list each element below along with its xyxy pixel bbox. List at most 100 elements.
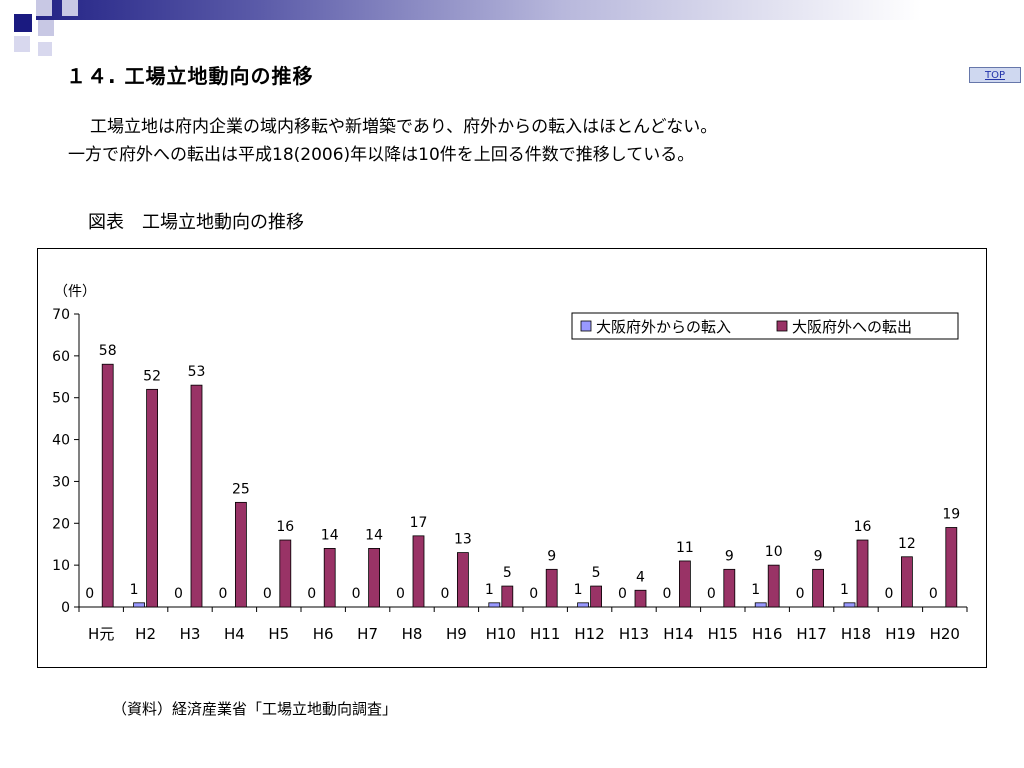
bar-outflow [545, 568, 558, 608]
bar-outflow [501, 585, 514, 608]
x-tick-label: H5 [268, 625, 289, 643]
bar-outflow [323, 548, 336, 608]
bar-outflow [279, 539, 292, 608]
x-tick-label: H11 [530, 625, 560, 643]
x-tick-label: H14 [663, 625, 693, 643]
data-label-outflow: 10 [765, 544, 783, 560]
x-tick-label: H8 [402, 625, 423, 643]
bar-outflow [634, 589, 647, 608]
bar-inflow [133, 602, 146, 608]
data-label-inflow: 0 [440, 586, 449, 602]
data-label-outflow: 58 [99, 343, 117, 359]
top-link-button[interactable]: TOP [969, 67, 1021, 83]
data-label-inflow: 0 [929, 586, 938, 602]
legend-box [571, 312, 959, 340]
data-label-inflow: 0 [796, 586, 805, 602]
bar-outflow [368, 548, 381, 608]
x-tick-label: H3 [180, 625, 201, 643]
x-tick-label: H7 [357, 625, 378, 643]
legend-label-inflow: 大阪府外からの転入 [596, 318, 731, 336]
bar-outflow [723, 568, 736, 608]
bar-outflow [679, 560, 691, 608]
data-label-outflow: 9 [814, 548, 823, 564]
data-label-outflow: 17 [410, 515, 428, 531]
x-tick-label: H10 [486, 625, 516, 643]
x-tick-label: H20 [930, 625, 960, 643]
data-label-outflow: 4 [636, 569, 645, 585]
y-tick-label: 20 [52, 516, 70, 532]
y-tick-label: 0 [61, 600, 70, 616]
data-label-outflow: 14 [365, 527, 383, 543]
data-label-inflow: 0 [85, 586, 94, 602]
data-label-inflow: 0 [396, 586, 405, 602]
page-title: １４. 工場立地動向の推移 [66, 64, 314, 88]
data-label-inflow: 0 [529, 586, 538, 602]
x-tick-label: H13 [619, 625, 649, 643]
data-label-outflow: 16 [854, 519, 872, 535]
deco-square [38, 20, 54, 36]
x-tick-label: H元 [88, 625, 114, 643]
data-label-outflow: 13 [454, 532, 472, 548]
x-tick-label: H6 [313, 625, 334, 643]
deco-square [14, 14, 32, 32]
data-label-outflow: 14 [321, 527, 339, 543]
deco-square [38, 42, 52, 56]
x-tick-label: H15 [708, 625, 738, 643]
data-label-outflow: 19 [942, 506, 960, 522]
y-tick-label: 30 [52, 474, 70, 490]
deco-square [14, 36, 30, 52]
source-note: （資料）経済産業省「工場立地動向調査」 [112, 700, 398, 718]
data-label-inflow: 0 [263, 586, 272, 602]
figure-title: 図表 工場立地動向の推移 [88, 212, 304, 233]
x-tick-label: H4 [224, 625, 245, 643]
deco-square [62, 0, 78, 16]
bar-outflow [767, 564, 780, 608]
bar-outflow [146, 388, 159, 608]
data-label-outflow: 52 [143, 368, 161, 384]
deco-square [36, 0, 52, 16]
data-label-outflow: 16 [276, 519, 294, 535]
data-label-inflow: 0 [884, 586, 893, 602]
data-label-inflow: 0 [218, 586, 227, 602]
bar-inflow [754, 602, 767, 608]
data-label-inflow: 0 [618, 586, 627, 602]
data-label-inflow: 0 [352, 586, 361, 602]
data-label-outflow: 9 [547, 548, 556, 564]
data-label-inflow: 0 [174, 586, 183, 602]
bar-outflow [812, 568, 824, 608]
bar-outflow [945, 527, 958, 608]
data-label-outflow: 53 [188, 364, 206, 380]
bar-inflow [843, 602, 856, 608]
bar-outflow [456, 552, 469, 608]
x-tick-label: H19 [885, 625, 915, 643]
data-label-outflow: 12 [898, 536, 916, 552]
data-label-outflow: 5 [503, 565, 512, 581]
legend-swatch-inflow [580, 320, 592, 332]
data-label-outflow: 25 [232, 481, 250, 497]
y-tick-label: 70 [52, 307, 70, 323]
y-tick-label: 40 [52, 433, 70, 449]
data-label-outflow: 5 [592, 565, 601, 581]
x-tick-label: H9 [446, 625, 467, 643]
x-tick-label: H17 [796, 625, 826, 643]
header-banner [0, 0, 1024, 20]
y-axis-unit-label: （件） [54, 284, 96, 300]
bar-inflow [488, 602, 501, 608]
x-tick-label: H2 [135, 625, 156, 643]
data-label-inflow: 0 [662, 586, 671, 602]
chart-frame [37, 248, 987, 668]
bar-outflow [856, 539, 869, 608]
bar-outflow [190, 384, 203, 608]
data-label-inflow: 1 [840, 582, 849, 598]
y-tick-label: 10 [52, 558, 70, 574]
data-label-inflow: 1 [751, 582, 760, 598]
bar-outflow [101, 363, 114, 608]
data-label-inflow: 1 [130, 582, 139, 598]
data-label-inflow: 1 [485, 582, 494, 598]
data-label-outflow: 9 [725, 548, 734, 564]
y-tick-label: 60 [52, 349, 70, 365]
data-label-inflow: 0 [307, 586, 316, 602]
x-tick-label: H12 [574, 625, 604, 643]
bar-outflow [234, 501, 247, 608]
